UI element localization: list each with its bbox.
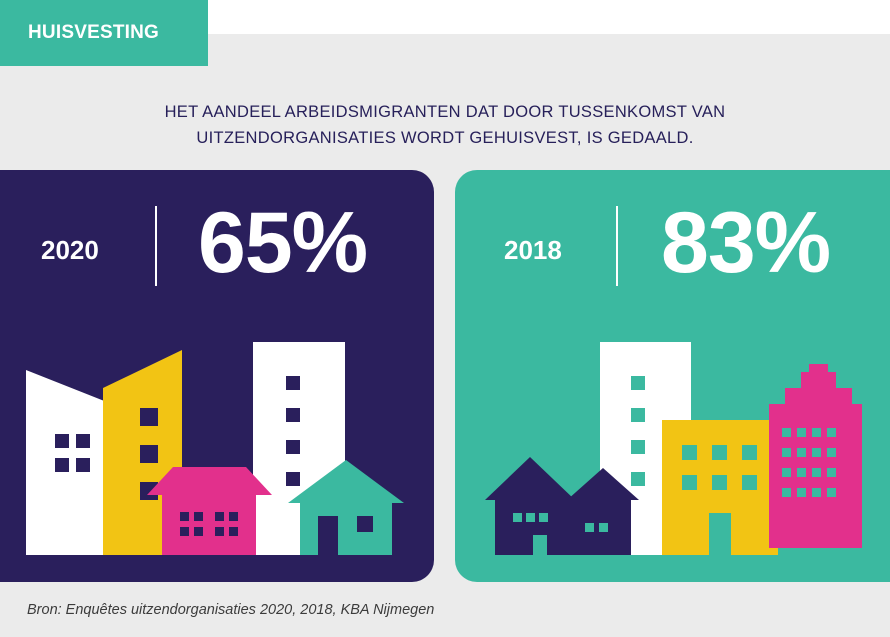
category-tag: HUISVESTING <box>0 0 208 66</box>
teal-house-icon <box>288 460 404 555</box>
buildings-illustration-2018 <box>485 342 862 555</box>
panel-2020: 2020 65% <box>0 170 434 582</box>
pink-house-icon <box>147 467 272 555</box>
yellow-apartment-icon <box>662 420 778 555</box>
navy-houses-icon <box>485 457 639 555</box>
buildings-illustration-2020 <box>26 342 404 555</box>
pink-building-icon <box>769 364 862 548</box>
percentage-value: 65% <box>198 195 368 291</box>
headline-line-1: HET AANDEEL ARBEIDSMIGRANTEN DAT DOOR TU… <box>164 103 726 121</box>
divider <box>616 206 618 286</box>
source-note: Bron: Enquêtes uitzendorganisaties 2020,… <box>27 602 435 618</box>
panel-2018: 2018 83% <box>455 170 890 582</box>
divider <box>155 206 157 286</box>
percentage-value: 83% <box>661 195 831 291</box>
year-label: 2018 <box>504 235 562 265</box>
white-building-left-icon <box>26 370 122 555</box>
headline: HET AANDEEL ARBEIDSMIGRANTEN DAT DOOR TU… <box>110 99 780 151</box>
headline-line-2: UITZENDORGANISATIES WORDT GEHUISVEST, IS… <box>196 129 694 147</box>
year-label: 2020 <box>41 235 99 265</box>
